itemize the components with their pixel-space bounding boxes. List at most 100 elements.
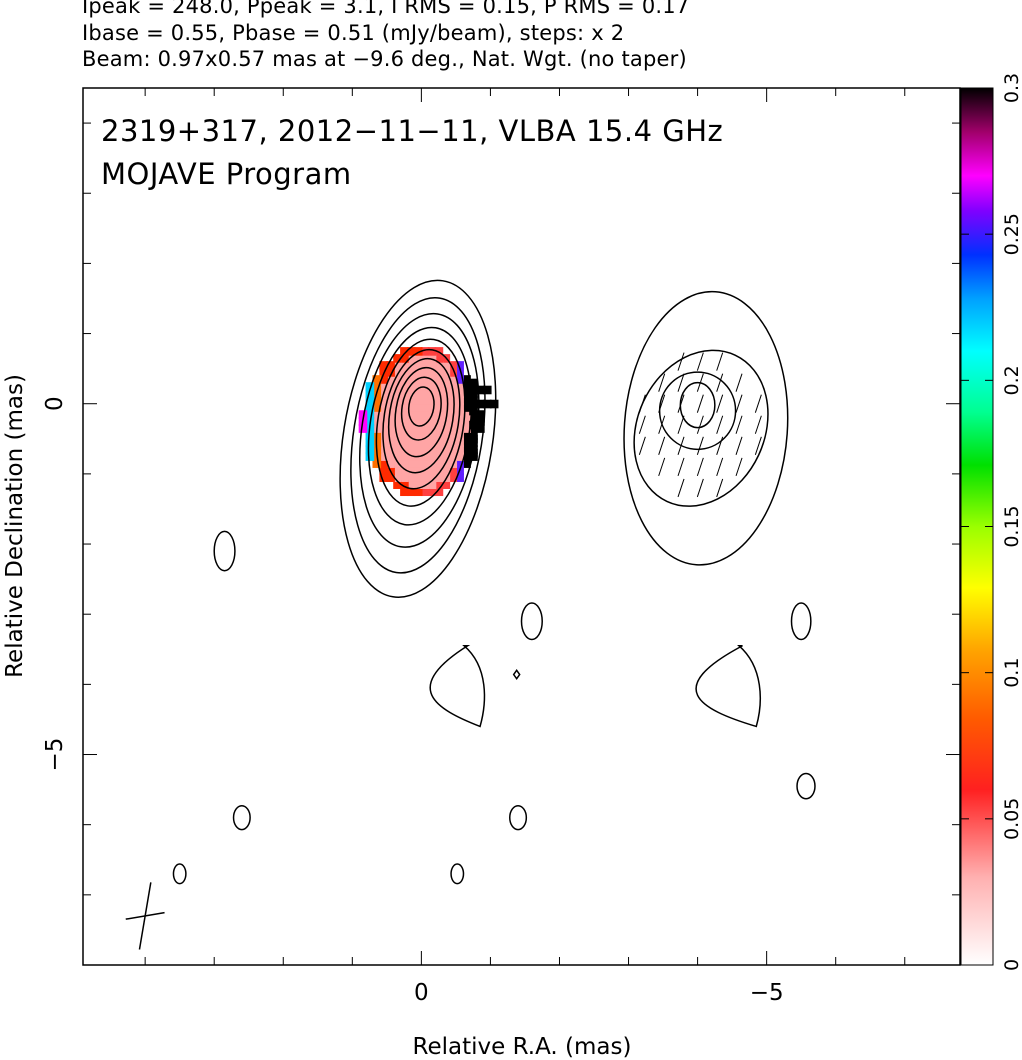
pol-pixel	[372, 375, 382, 384]
pol-pixel	[434, 473, 444, 482]
evpa-vector	[677, 478, 685, 498]
pol-pixel	[427, 368, 437, 377]
pol-pixel	[386, 368, 395, 377]
evpa-vector	[696, 478, 704, 498]
pol-pixel	[372, 403, 382, 412]
pol-pixel	[413, 389, 423, 398]
pol-pixel	[420, 480, 430, 490]
pol-pixel	[358, 410, 368, 419]
pol-pixel	[379, 431, 388, 440]
pol-pixel	[441, 403, 451, 412]
pol-pixel	[455, 424, 464, 433]
x-tick-label: 0	[414, 980, 429, 1006]
pol-pixel	[413, 347, 423, 356]
contours	[172, 279, 816, 885]
pol-pixel	[407, 389, 416, 398]
pol-pixel	[420, 452, 430, 461]
pol-pixel	[427, 417, 437, 426]
pol-pixel	[400, 438, 409, 447]
pol-pixel	[413, 410, 423, 419]
noise-contour	[213, 530, 236, 572]
pol-pixel	[441, 438, 451, 447]
pol-pixel	[407, 396, 416, 405]
evpa-vector	[677, 457, 685, 477]
pol-pixel	[400, 410, 409, 419]
pol-pixel	[413, 480, 423, 490]
pol-pixel	[413, 396, 423, 405]
pol-pixel	[379, 375, 388, 384]
pol-pixel	[413, 361, 423, 370]
pol-pixel	[455, 459, 464, 468]
pol-pixel	[379, 459, 388, 468]
pol-pixel	[407, 431, 416, 440]
pol-pixel	[448, 445, 458, 454]
pol-pixel	[434, 354, 444, 363]
pol-pixel	[476, 399, 485, 409]
pol-pixel	[448, 396, 458, 405]
pol-pixel	[393, 368, 402, 377]
noise-contour	[172, 863, 187, 885]
evpa-vector	[735, 373, 743, 392]
pol-pixel	[427, 452, 437, 461]
pol-pixel	[393, 410, 402, 419]
pol-pixel	[386, 459, 395, 468]
pol-pixel	[400, 382, 409, 391]
pol-pixel	[441, 361, 451, 370]
evpa-vector	[638, 394, 646, 413]
plot-title: 2319+317, 2012−11−11, VLBA 15.4 GHz	[101, 114, 723, 148]
pol-pixel	[386, 473, 395, 482]
pol-pixel	[386, 424, 395, 433]
evpa-vector	[716, 415, 724, 434]
pol-pixel	[420, 417, 430, 426]
core-contour	[382, 348, 461, 490]
pol-pixel	[407, 466, 416, 475]
pol-pixel	[455, 361, 464, 370]
pol-pixel	[420, 438, 430, 447]
pol-pixel	[455, 375, 464, 384]
pol-pixel	[407, 368, 416, 377]
pol-pixel	[379, 403, 388, 412]
noise-contour	[509, 804, 528, 831]
pol-pixel	[434, 487, 444, 497]
pol-pixel	[462, 459, 471, 468]
pol-pixel	[462, 396, 471, 405]
pol-pixel	[420, 375, 430, 384]
pol-pixel	[427, 424, 437, 433]
pol-pixel	[434, 466, 444, 475]
pol-pixel	[448, 410, 458, 419]
pol-pixel	[400, 459, 409, 468]
pol-pixel	[427, 473, 437, 482]
pol-pixel	[427, 403, 437, 412]
pol-pixel	[413, 403, 423, 412]
pol-pixel	[420, 487, 430, 497]
pol-pixel	[372, 410, 382, 419]
pol-pixel	[455, 417, 464, 426]
axis-ticks	[83, 88, 960, 965]
y-tick-label: 0	[42, 396, 68, 411]
pol-pixel	[427, 431, 437, 440]
pol-pixel	[407, 438, 416, 447]
evpa-vector	[716, 352, 724, 371]
jet-contour	[623, 290, 789, 566]
pol-pixel	[420, 403, 430, 412]
pol-pixel	[434, 438, 444, 447]
pol-pixel	[407, 459, 416, 468]
pol-pixel	[482, 399, 492, 409]
evpa-vector	[696, 457, 704, 477]
pol-pixel	[386, 382, 395, 391]
pol-pixel	[365, 452, 375, 461]
pol-pixel	[407, 382, 416, 391]
evpa-vector	[716, 478, 724, 498]
pol-pixel	[455, 368, 464, 377]
pol-pixel	[413, 354, 423, 363]
colorbar: 0 0.05 0.1 0.15 0.2 0.25 0.3	[960, 73, 1022, 971]
pol-pixel	[386, 396, 395, 405]
header-line-1: Ipeak = 248.0, Ppeak = 3.1, I RMS = 0.15…	[82, 0, 690, 18]
pol-pixel	[420, 368, 430, 377]
evpa-vector	[658, 457, 666, 477]
pol-pixel	[413, 438, 423, 447]
pol-pixel	[393, 438, 402, 447]
noise-contour	[512, 669, 521, 681]
pol-pixel	[386, 410, 395, 419]
pol-pixel	[393, 452, 402, 461]
